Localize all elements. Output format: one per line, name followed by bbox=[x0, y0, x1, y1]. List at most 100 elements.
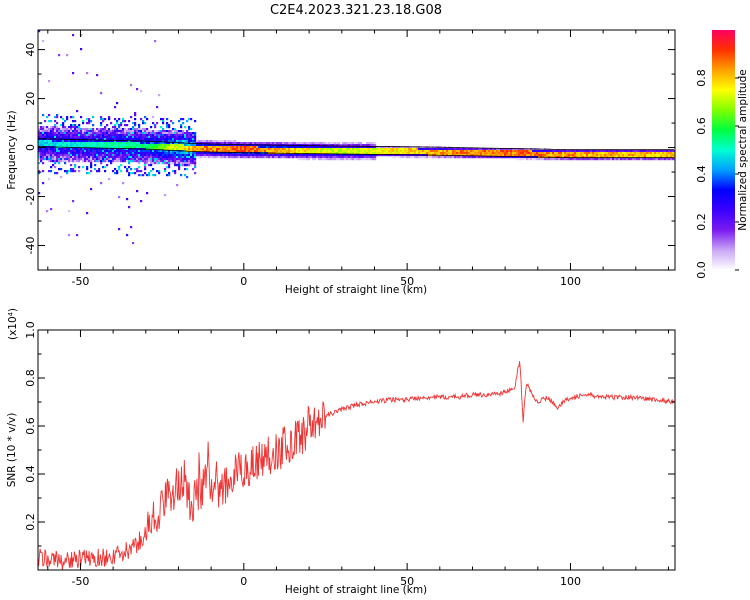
heat-cell bbox=[578, 150, 581, 153]
heat-cell bbox=[580, 152, 583, 155]
heat-cell bbox=[442, 150, 445, 153]
heat-cell bbox=[168, 166, 171, 169]
heat-cell bbox=[224, 142, 227, 145]
heat-cell bbox=[318, 154, 321, 157]
heat-cell bbox=[56, 172, 59, 175]
heat-cell bbox=[178, 138, 181, 141]
heat-cell bbox=[560, 158, 563, 161]
heat-cell bbox=[180, 162, 183, 165]
heat-cell bbox=[140, 128, 143, 131]
heat-cell bbox=[150, 170, 153, 173]
heat-cell bbox=[502, 156, 505, 159]
heat-cell bbox=[646, 158, 649, 161]
heat-cell bbox=[168, 150, 171, 153]
heat-cell bbox=[376, 146, 379, 149]
heat-cell bbox=[86, 138, 89, 141]
heat-cell bbox=[424, 152, 427, 155]
heat-cell bbox=[178, 120, 181, 123]
heat-cell bbox=[320, 144, 323, 147]
heat-cell bbox=[348, 154, 351, 157]
heat-cell bbox=[168, 152, 171, 155]
heat-cell bbox=[524, 150, 527, 153]
heat-cell bbox=[372, 142, 375, 145]
heat-cell bbox=[78, 170, 81, 173]
heat-cell bbox=[370, 158, 373, 161]
heat-cell bbox=[586, 150, 589, 153]
heat-cell bbox=[122, 144, 125, 147]
heat-cell bbox=[174, 152, 177, 155]
heat-cell bbox=[350, 148, 353, 151]
heat-cell bbox=[126, 136, 129, 139]
heat-cell bbox=[76, 144, 79, 147]
heat-cell bbox=[148, 138, 151, 141]
heat-cell bbox=[174, 160, 177, 163]
heat-cell bbox=[374, 148, 377, 151]
heat-cell bbox=[360, 156, 363, 159]
heat-cell bbox=[152, 162, 155, 165]
heat-cell bbox=[198, 148, 201, 151]
heat-cell bbox=[476, 154, 479, 157]
heat-cell bbox=[212, 156, 215, 159]
heat-cell bbox=[188, 136, 191, 139]
heat-cell bbox=[238, 154, 241, 157]
heat-cell bbox=[70, 152, 73, 155]
heat-cell bbox=[346, 154, 349, 157]
heat-cell bbox=[76, 138, 79, 141]
heat-cell bbox=[252, 142, 255, 145]
heat-cell bbox=[176, 162, 179, 165]
heat-cell bbox=[320, 156, 323, 159]
heat-cell bbox=[160, 152, 163, 155]
heat-cell bbox=[614, 150, 617, 153]
heat-cell bbox=[604, 158, 607, 161]
heat-cell bbox=[92, 132, 95, 135]
heat-cell bbox=[390, 148, 393, 151]
heat-cell bbox=[194, 150, 197, 153]
heat-cell bbox=[240, 148, 243, 151]
heat-cell bbox=[332, 154, 335, 157]
heat-cell bbox=[38, 134, 41, 137]
heat-cell bbox=[56, 154, 59, 157]
heat-cell bbox=[72, 158, 75, 161]
heat-cell bbox=[508, 154, 511, 157]
heat-cell bbox=[130, 136, 133, 139]
heat-cell bbox=[176, 164, 179, 167]
heat-cell bbox=[350, 150, 353, 153]
heat-cell bbox=[656, 156, 659, 159]
heat-cell bbox=[106, 140, 109, 143]
heat-cell bbox=[42, 182, 45, 185]
heat-cell bbox=[566, 154, 569, 157]
heat-cell bbox=[638, 152, 641, 155]
heat-cell bbox=[554, 152, 557, 155]
heat-cell bbox=[166, 160, 169, 163]
heat-cell bbox=[560, 154, 563, 157]
heat-cell bbox=[106, 144, 109, 147]
heat-cell bbox=[666, 156, 669, 159]
heat-cell bbox=[42, 150, 45, 153]
heat-cell bbox=[40, 126, 43, 129]
heat-cell bbox=[462, 148, 465, 151]
heat-cell bbox=[246, 142, 249, 145]
heat-cell bbox=[50, 160, 53, 163]
heat-cell bbox=[186, 162, 189, 165]
heat-cell bbox=[312, 142, 315, 145]
heat-cell bbox=[62, 160, 65, 163]
heat-cell bbox=[150, 150, 153, 153]
heat-cell bbox=[340, 154, 343, 157]
heat-cell bbox=[42, 134, 45, 137]
heat-cell bbox=[238, 144, 241, 147]
heat-cell bbox=[78, 158, 81, 161]
heat-cell bbox=[180, 136, 183, 139]
heat-cell bbox=[370, 148, 373, 151]
heat-cell bbox=[672, 158, 675, 161]
heat-cell bbox=[168, 146, 171, 149]
heat-cell bbox=[110, 138, 113, 141]
heat-cell bbox=[72, 144, 75, 147]
heat-cell bbox=[210, 148, 213, 151]
heat-cell bbox=[602, 158, 605, 161]
heat-cell bbox=[440, 148, 443, 151]
heat-cell bbox=[346, 150, 349, 153]
heat-cell bbox=[98, 160, 101, 163]
heat-cell bbox=[60, 150, 63, 153]
heat-cell bbox=[78, 136, 81, 139]
heat-cell bbox=[66, 116, 69, 119]
